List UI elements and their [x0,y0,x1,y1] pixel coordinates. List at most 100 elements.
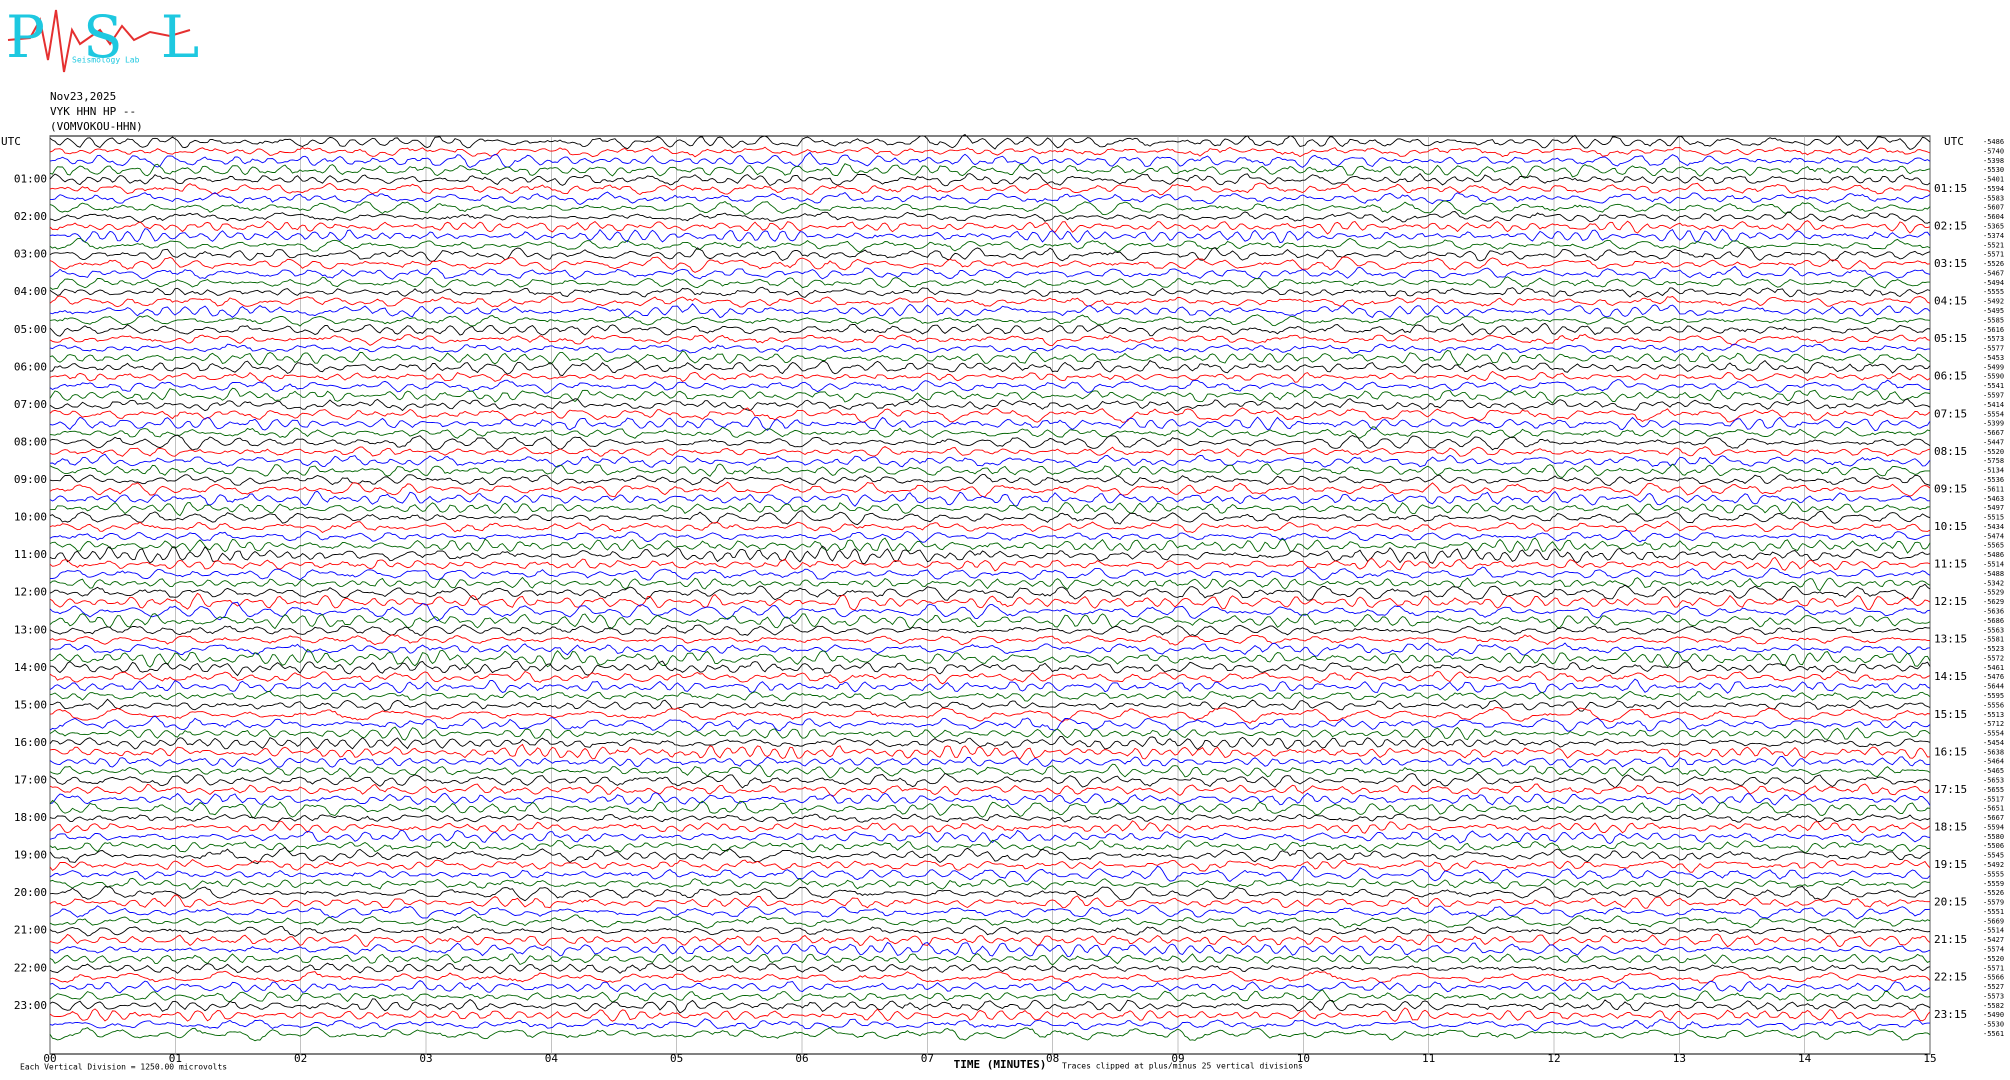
trace [49,998,1931,1014]
right-time-label: 07:15 [1934,407,1967,420]
trace [49,556,1931,572]
trace-offset: -5653 [1983,776,2004,784]
trace-offset: -5565 [1983,542,2004,550]
trace [49,583,1931,601]
trace-offset: -5572 [1983,654,2004,662]
trace-offset: -5571 [1983,964,2004,972]
trace-offset: -5571 [1983,251,2004,259]
right-time-label: 19:15 [1934,858,1967,871]
trace-offset: -5465 [1983,767,2004,775]
trace [49,1007,1931,1023]
trace-offset: -5629 [1983,598,2004,606]
right-time-label: 15:15 [1934,708,1967,721]
trace [49,736,1931,750]
logo-caption: Seismology Lab [72,56,140,65]
right-time-label: 12:15 [1934,595,1967,608]
right-time-label: 01:15 [1934,182,1967,195]
trace-offset: -5513 [1983,711,2004,719]
trace-offset: -5492 [1983,861,2004,869]
trace [49,678,1931,694]
trace [49,953,1931,966]
trace-offset: -5514 [1983,561,2004,569]
left-time-label: 15:00 [14,698,47,711]
x-tick-label: 06 [795,1052,808,1065]
trace-offset: -5594 [1983,185,2004,193]
trace-offset: -5536 [1983,476,2004,484]
trace-offset: -5520 [1983,448,2004,456]
left-time-label: 12:00 [14,586,47,599]
trace [49,295,1931,308]
trace [49,979,1931,994]
trace-offset: -5590 [1983,373,2004,381]
left-time-label: 03:00 [14,248,47,261]
trace-offset: -5527 [1983,983,2004,991]
trace-offset: -5486 [1983,138,2004,146]
trace-offset: -5556 [1983,701,2004,709]
left-time-label: 20:00 [14,886,47,899]
trace [49,172,1931,187]
trace-offset: -5374 [1983,232,2004,240]
x-tick-label: 15 [1923,1052,1936,1065]
trace [49,648,1931,668]
trace [49,407,1931,424]
trace [49,256,1931,273]
trace-offset: -5607 [1983,204,2004,212]
trace [49,670,1931,685]
left-time-label: 22:00 [14,961,47,974]
trace [49,894,1930,909]
x-tick-label: 13 [1673,1052,1686,1065]
trace-offset: -5566 [1983,974,2004,982]
trace [49,989,1931,1003]
trace [49,520,1931,534]
trace [49,642,1931,657]
trace [49,885,1931,902]
trace [49,445,1931,457]
trace-offset: -5134 [1983,467,2004,475]
trace [49,904,1931,920]
trace [49,211,1931,224]
x-tick-label: 00 [43,1052,56,1065]
trace [49,707,1931,724]
trace-offset: -5486 [1983,551,2004,559]
trace-offset: -5577 [1983,345,2004,353]
trace-offset: -5495 [1983,307,2004,315]
trace-offset: -5464 [1983,758,2004,766]
trace-offset: -5497 [1983,504,2004,512]
trace-offset: -5686 [1983,617,2004,625]
left-time-label: 02:00 [14,210,47,223]
trace-offset: -5585 [1983,316,2004,324]
x-tick-label: 07 [921,1052,934,1065]
right-time-label: 20:15 [1934,896,1967,909]
trace [49,191,1931,205]
trace [49,286,1931,298]
trace-offset: -5461 [1983,664,2004,672]
right-axis-title: UTC [1944,135,1964,148]
x-axis-title: TIME (MINUTES) [954,1058,1047,1071]
trace [49,265,1931,280]
trace [49,592,1931,611]
trace-offset: -5581 [1983,636,2004,644]
trace-offset: -5579 [1983,899,2004,907]
right-time-label: 11:15 [1934,558,1967,571]
trace-offset: -5365 [1983,223,2004,231]
trace [49,473,1931,486]
trace [49,501,1931,517]
trace [49,783,1931,798]
right-time-label: 04:15 [1934,295,1967,308]
x-tick-label: 08 [1046,1052,1059,1065]
trace-offset: -5651 [1983,805,2004,813]
right-time-label: 08:15 [1934,445,1967,458]
trace-offset: -5454 [1983,739,2004,747]
trace [49,743,1931,760]
right-time-label: 09:15 [1934,482,1967,495]
trace-offset: -5453 [1983,354,2004,362]
left-time-label: 14:00 [14,661,47,674]
trace [49,576,1931,592]
trace-offset: -5712 [1983,720,2004,728]
trace [49,322,1931,337]
trace [49,772,1931,789]
trace-offset: -5555 [1983,288,2004,296]
trace-offset: -5523 [1983,645,2004,653]
trace-offset: -5740 [1983,147,2004,155]
trace [49,726,1931,741]
